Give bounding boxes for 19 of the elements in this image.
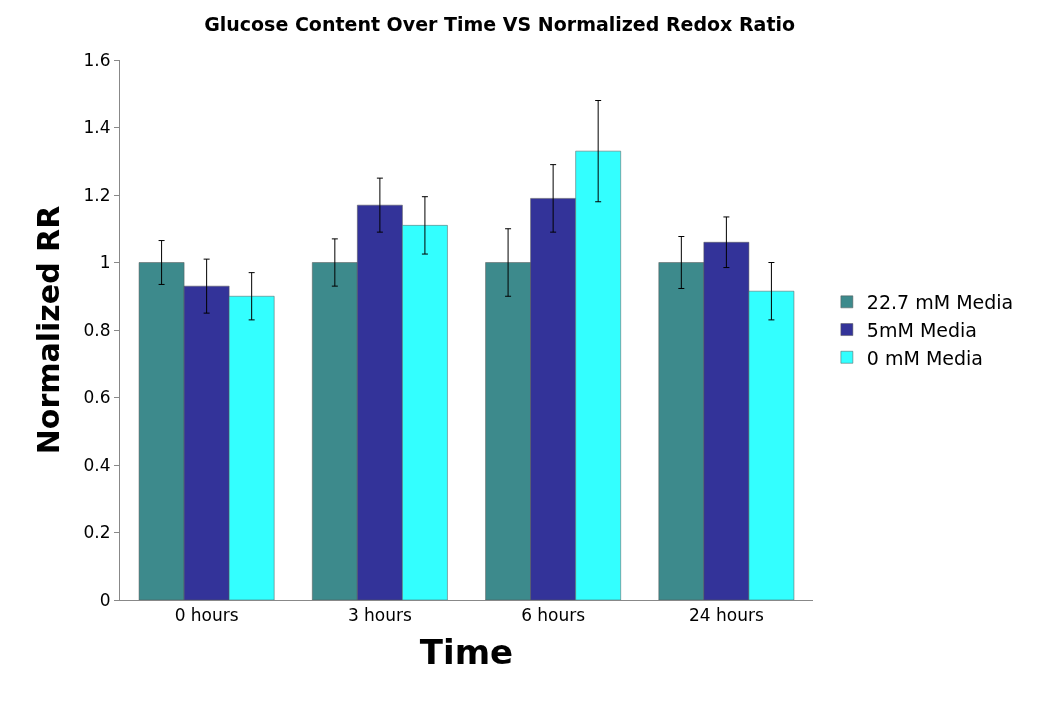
y-tick-label: 0.2 — [83, 522, 111, 543]
x-tick-label: 3 hours — [347, 605, 413, 626]
y-axis-title: Normalized RR — [30, 205, 66, 455]
y-tick-label: 1.2 — [83, 184, 111, 205]
x-axis-title: Time — [419, 631, 514, 672]
y-tick-label: 1.6 — [83, 49, 111, 70]
y-tick-label: 0.4 — [83, 454, 111, 475]
y-tick-label: 0.6 — [83, 387, 111, 408]
legend-label: 0 mM Media — [866, 346, 983, 369]
x-tick-label: 24 hours — [688, 605, 764, 626]
chart-title: Glucose Content Over Time VS Normalized Redox Ratio — [204, 12, 796, 35]
y-tick-label: 0 — [99, 589, 111, 610]
legend-label: 5mM Media — [866, 318, 977, 341]
x-tick-label: 0 hours — [174, 605, 239, 626]
x-tick-label: 6 hours — [521, 605, 586, 626]
y-tick-label: 1 — [99, 252, 111, 273]
y-tick-label: 1.4 — [83, 117, 111, 138]
legend-label: 22.7 mM Media — [866, 291, 1014, 314]
y-tick-label: 0.8 — [83, 319, 111, 340]
